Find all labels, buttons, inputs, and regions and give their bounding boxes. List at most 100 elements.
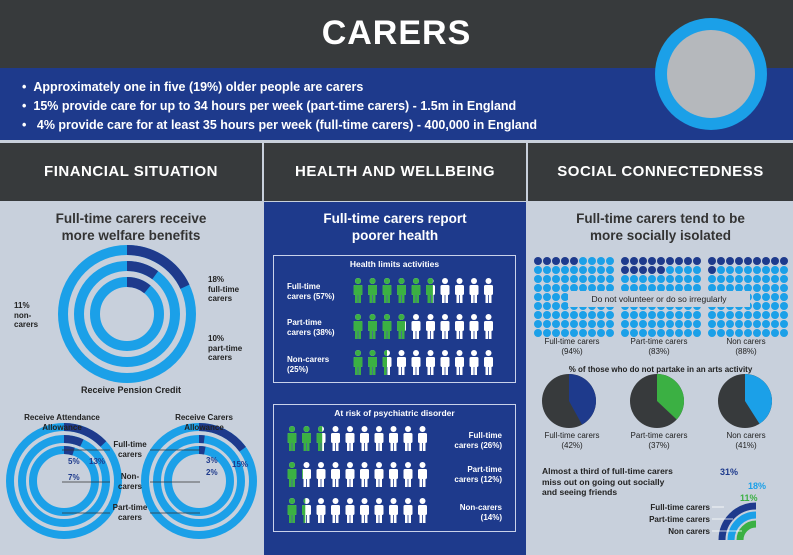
pension-ring-non-carers-value [126,277,151,294]
psych-row-0-person [389,426,398,451]
limits-label-non-carers: Non-carers (25%) [287,355,330,374]
volunteer-dot-2 [744,257,752,265]
volunteer-dot-0 [588,320,596,328]
volunteer-dot-0 [570,257,578,265]
volunteer-dot-1 [657,284,665,292]
limits-row-2-filled-person [382,350,387,375]
volunteer-dot-0 [606,275,614,283]
psych-row-1-person [316,462,326,487]
limits-row-0-person [455,278,464,303]
volunteer-dot-2 [708,311,716,319]
volunteer-dot-2 [753,302,761,310]
limits-row-1-person-fill [382,314,392,339]
limits-row-2-person [411,350,421,375]
social-subtitle: Full-time carers tend to be more sociall… [528,210,793,244]
volunteer-dot-2 [753,320,761,328]
volunteer-dot-2 [771,275,779,283]
volunteer-dot-0 [588,275,596,283]
section-header-financial: FINANCIAL SITUATION [0,143,262,201]
volunteer-dot-2 [744,311,752,319]
limits-row-0-person-fill [368,278,377,303]
volunteer-dot-2 [753,293,761,301]
volunteer-dot-0 [561,257,569,265]
social-subtitle-line: Full-time carers tend to be [576,211,745,226]
limits-row-0-person-fill [382,278,392,303]
psych-row-2-person [331,498,340,523]
limits-row-1-filled-person [382,314,392,339]
volunteer-dot-2 [771,302,779,310]
volunteer-dot-2 [762,266,770,274]
volunteer-dot-0 [534,284,542,292]
volunteer-dot-2 [744,284,752,292]
volunteer-dot-0 [570,311,578,319]
volunteer-dot-0 [570,284,578,292]
psych-row-0-filled-person [316,426,323,451]
volunteer-dot-1 [648,266,656,274]
volunteer-dot-0 [570,329,578,337]
pension-ring-full-time-value [126,245,190,290]
volunteer-dot-2 [753,284,761,292]
volunteer-dot-1 [693,275,701,283]
limits-row-1-person [426,314,435,339]
volunteer-dot-2 [717,329,725,337]
psych-row-1-person [374,462,384,487]
volunteer-dot-0 [597,266,605,274]
health-subtitle-line: poorer health [351,228,439,243]
volunteer-dot-1 [657,320,665,328]
volunteer-dot-0 [561,329,569,337]
limits-row-1-person [484,314,493,339]
psych-row-0-person [331,426,340,451]
volunteer-dot-2 [753,275,761,283]
volunteer-dot-0 [588,266,596,274]
volunteer-dot-1 [630,329,638,337]
volunteer-dot-2 [735,275,743,283]
psych-row-1-person [345,462,355,487]
volunteer-dot-0 [534,311,542,319]
volunteer-dot-0 [588,329,596,337]
volunteer-dot-0 [597,311,605,319]
volunteer-dot-2 [762,293,770,301]
section-header-social: SOCIAL CONNECTEDNESS [528,143,793,201]
volunteer-dot-1 [648,257,656,265]
limits-row-1-filled-person [353,314,363,339]
section-header-health: HEALTH AND WELLBEING [264,143,526,201]
volunteer-dot-2 [762,302,770,310]
volunteer-dot-1 [621,266,629,274]
limits-row-2-filled-person [353,350,363,375]
volunteer-dot-2 [771,320,779,328]
pension-ring-part-time-value [126,261,159,280]
volunteer-dot-1 [639,284,647,292]
volunteer-dot-0 [552,275,560,283]
attendance-value-full: 13% [89,457,106,466]
limits-row-2-person [440,350,450,375]
intro-panel: Approximately one in five (19%) older pe… [0,68,793,140]
volunteer-dot-2 [744,329,752,337]
volunteer-dot-0 [543,302,551,310]
volunteer-dot-1 [621,257,629,265]
carers-allowance-value-full: 15% [232,460,249,469]
volunteer-dot-2 [708,266,716,274]
volunteer-dot-0 [579,320,587,328]
pension-label-full-time: 18% full-time carers [208,275,240,303]
psych-row-1-person [403,462,413,487]
volunteer-dot-0 [561,320,569,328]
psych-row-0-person [345,426,355,451]
limits-row-1-person-fill [353,314,363,339]
attendance-value-non: 7% [68,473,80,482]
volunteer-dot-1 [693,311,701,319]
limits-row-2-person-fill [382,350,387,375]
volunteer-dot-2 [771,329,779,337]
volunteer-dot-0 [561,266,569,274]
psych-row-1-filled-person [302,469,303,479]
volunteer-dot-1 [648,329,656,337]
volunteer-dot-1 [621,320,629,328]
health-subtitle-line: Full-time carers report [323,211,467,226]
psych-row-1-person [389,462,398,487]
volunteer-dot-0 [570,266,578,274]
volunteer-dot-0 [579,329,587,337]
psych-row-1-person-fill [287,462,297,487]
carers-allowance-value-part: 3% [206,456,218,465]
limits-row-0-filled-person [426,278,433,303]
volunteer-banner: Do not volunteer or do so irregularly [568,291,750,307]
miss-out-value-part: 18% [748,481,767,491]
